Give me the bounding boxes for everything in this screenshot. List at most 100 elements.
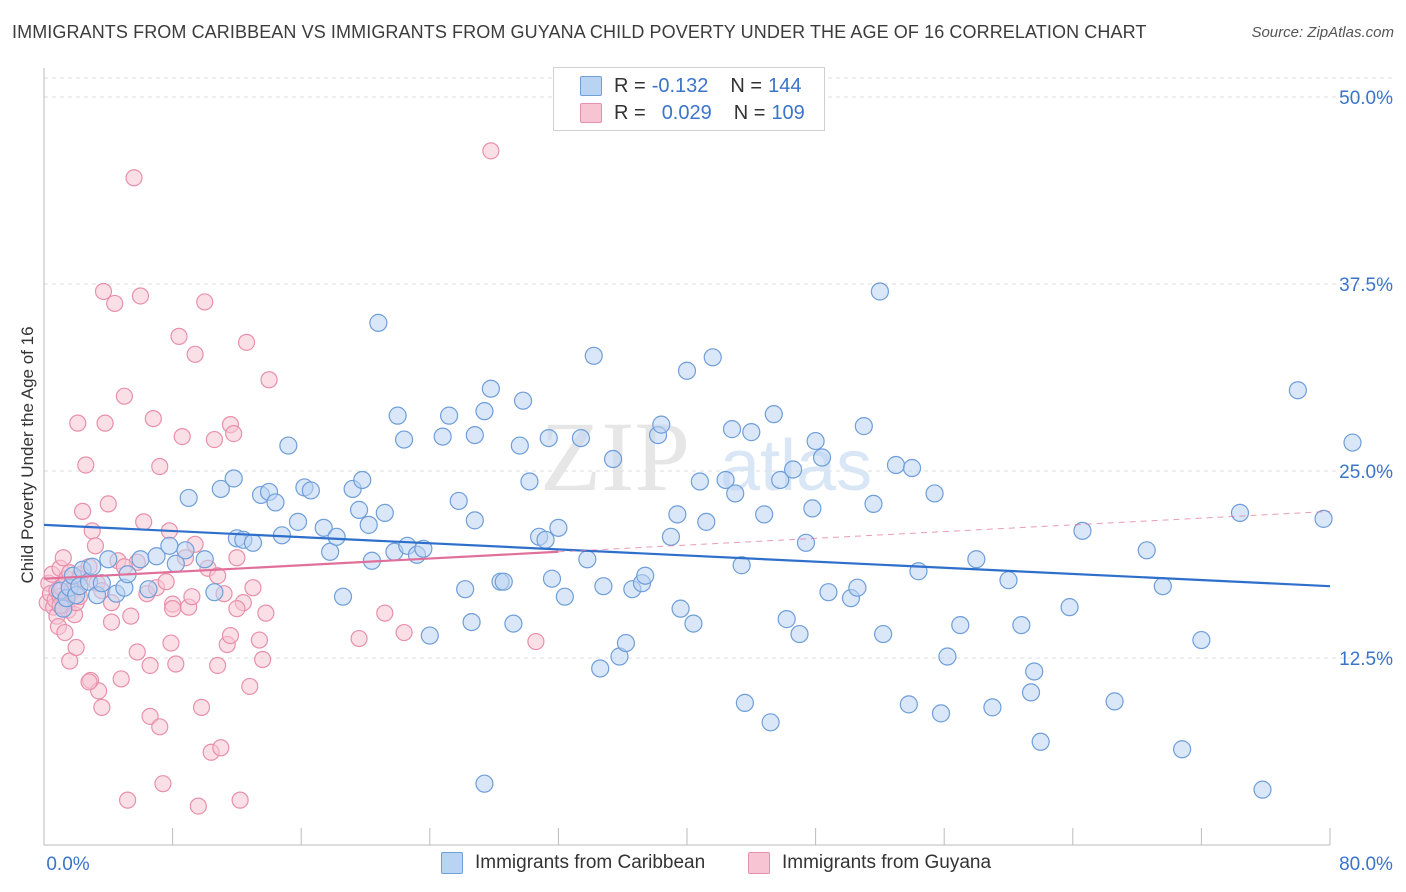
caribbean-point — [951, 615, 970, 635]
caribbean-point — [211, 479, 230, 499]
guyana-point — [254, 650, 272, 669]
guyana-point — [225, 425, 243, 443]
caribbean-point — [1173, 740, 1192, 759]
series-label-guyana: Immigrants from Guyana — [782, 852, 992, 873]
guyana-trend-line — [43, 550, 559, 580]
caribbean-point — [812, 448, 832, 467]
caribbean-point — [777, 610, 796, 629]
guyana-point — [162, 634, 180, 652]
caribbean-point — [578, 550, 597, 569]
caribbean-point — [314, 518, 333, 537]
grid-lines — [44, 77, 1392, 659]
caribbean-point — [1021, 683, 1041, 702]
legend: R = -0.132 N = 144 R = 0.029 N = 109 — [553, 67, 825, 131]
caribbean-point — [481, 379, 500, 398]
caribbean-point — [571, 428, 591, 448]
caribbean-point — [771, 470, 790, 490]
legend-swatch-caribbean — [580, 76, 602, 96]
caribbean-point — [321, 542, 340, 561]
x-tick-max: 80.0% — [1339, 854, 1393, 875]
caribbean-point — [1137, 541, 1156, 560]
source-label: Source: ZipAtlas.com — [1251, 24, 1394, 41]
caribbean-point — [327, 527, 346, 546]
caribbean-point — [83, 557, 102, 576]
guyana-point — [118, 791, 137, 809]
legend-n-label: N = — [733, 101, 766, 124]
guyana-point — [205, 430, 223, 449]
caribbean-point — [439, 406, 459, 425]
guyana-point — [170, 327, 188, 345]
caribbean-point — [1105, 692, 1124, 711]
caribbean-point — [616, 633, 636, 653]
guyana-point — [482, 142, 500, 160]
caribbean-point — [449, 491, 468, 511]
trend-lines — [43, 510, 1331, 588]
legend-row-guyana: R = 0.029 N = 109 — [554, 99, 805, 127]
caribbean-point — [504, 614, 523, 633]
legend-n-value-guyana: 109 — [771, 101, 805, 124]
caribbean-point — [301, 481, 320, 500]
series-legend-caribbean: Immigrants from Caribbean — [441, 852, 705, 874]
y-tick-label: 37.5% — [1339, 275, 1393, 296]
caribbean-point — [465, 511, 484, 530]
caribbean-point — [594, 577, 613, 596]
caribbean-point — [1025, 662, 1044, 681]
guyana-point — [83, 522, 101, 540]
series-swatch-caribbean — [441, 852, 463, 874]
caribbean-point — [420, 626, 439, 645]
guyana-point — [125, 169, 143, 187]
guyana-point — [173, 427, 191, 446]
caribbean-point — [139, 580, 158, 599]
caribbean-point — [179, 488, 198, 508]
caribbean-point — [279, 436, 298, 455]
guyana-point — [212, 739, 230, 757]
caribbean-point — [938, 647, 957, 666]
guyana-point — [221, 626, 240, 645]
caribbean-point — [690, 472, 709, 491]
caribbean-point — [288, 512, 308, 531]
caribbean-point — [195, 550, 214, 569]
guyana-point — [115, 387, 133, 405]
caribbean-point — [349, 500, 369, 519]
guyana-point — [157, 573, 175, 591]
caribbean-point — [874, 624, 893, 644]
guyana-point — [257, 604, 275, 622]
guyana-point — [80, 673, 98, 691]
axes — [43, 68, 1331, 846]
caribbean-point — [1012, 615, 1031, 635]
caribbean-point — [539, 428, 558, 448]
caribbean-point — [462, 612, 481, 632]
caribbean-point — [803, 499, 822, 518]
caribbean-point — [742, 423, 761, 442]
guyana-point — [241, 677, 259, 696]
caribbean-point — [394, 430, 414, 449]
guyana-point — [94, 282, 113, 301]
guyana-point — [54, 549, 72, 567]
caribbean-point — [603, 449, 623, 469]
caribbean-point — [475, 774, 494, 793]
caribbean-point — [536, 530, 555, 549]
caribbean-point — [722, 420, 742, 439]
guyana-trend-extension — [558, 510, 1331, 553]
caribbean-point — [333, 587, 353, 606]
caribbean-point — [513, 391, 533, 410]
caribbean-point — [983, 698, 1002, 717]
guyana-point — [93, 698, 111, 716]
caribbean-point — [1192, 630, 1211, 650]
caribbean-point — [510, 436, 529, 455]
caribbean-point — [494, 572, 513, 591]
caribbean-point — [555, 587, 574, 606]
caribbean-point — [205, 583, 224, 602]
guyana-point — [260, 371, 278, 389]
guyana-point — [164, 600, 182, 618]
caribbean-point — [886, 455, 906, 475]
caribbean-point — [716, 470, 735, 490]
series-legend: Immigrants from Caribbean Immigrants fro… — [0, 852, 1406, 878]
guyana-point — [196, 293, 214, 311]
caribbean-point — [636, 566, 655, 585]
caribbean-point — [870, 282, 890, 301]
legend-row-caribbean: R = -0.132 N = 144 — [554, 72, 801, 100]
caribbean-point — [549, 518, 568, 537]
guyana-point — [183, 588, 201, 606]
guyana-point — [99, 495, 117, 513]
